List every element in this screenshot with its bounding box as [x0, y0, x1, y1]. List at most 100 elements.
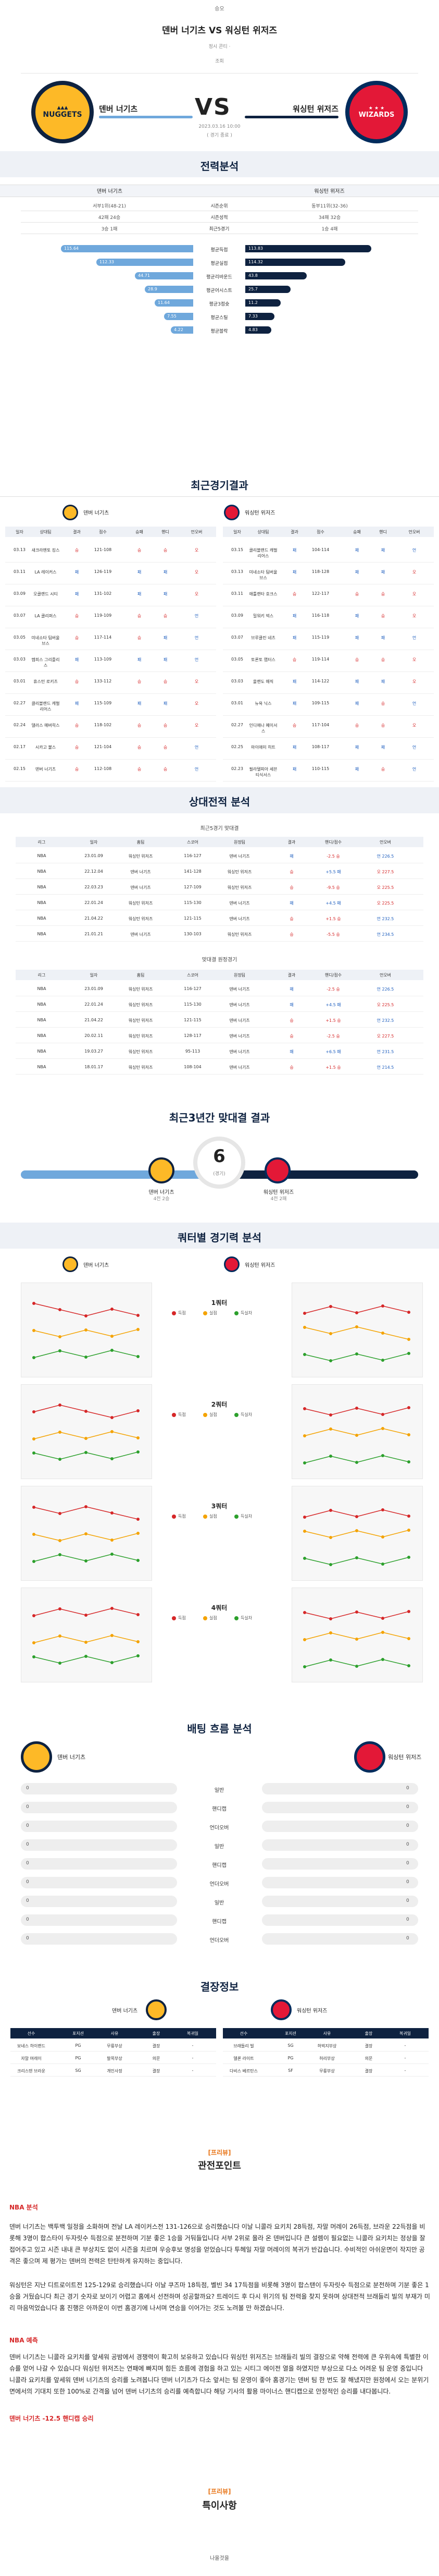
betting-away-value: 0 [406, 1936, 409, 1941]
recent-home-cell: 03.05 [14, 635, 26, 640]
recent-home-cell: 언 [194, 745, 199, 750]
nuggets-small-logo [62, 505, 78, 520]
h2h-cell: 승 [290, 917, 294, 921]
recent-home-cell: 117-114 [94, 635, 112, 640]
recent-away-cell: 118-128 [311, 569, 330, 574]
recent-away-cell: 108-117 [311, 744, 330, 749]
h2h-cell: 덴버 너기츠 [229, 1003, 250, 1007]
vs-text: VS [195, 94, 231, 120]
power-bar-label: 평균어시스트 [206, 288, 232, 294]
quarter-point [110, 1457, 114, 1460]
recent-header-bg [5, 527, 216, 537]
recent-away-cell: 02.27 [231, 723, 243, 727]
quarter-point [407, 1610, 410, 1613]
result-away-cell: 결장 [365, 2069, 373, 2073]
legend-dot [172, 1413, 176, 1417]
quarter-point [84, 1559, 87, 1562]
wizards-small-logo [224, 1256, 240, 1272]
recent-away-cell: 승 [381, 614, 385, 618]
quarter-point [407, 1406, 410, 1409]
recent-col-header: 핸디 [379, 530, 387, 534]
quarter-point [58, 1607, 61, 1610]
quarter-point [136, 1355, 140, 1358]
recent-home-cell: 승 [163, 745, 168, 750]
h2h-col-header: 핸디/점수 [324, 840, 342, 845]
recent-away-label: 워싱턴 위저즈 [245, 510, 275, 516]
h2h-cell: +4.5 패 [325, 901, 341, 906]
betting-away-value: 0 [406, 1898, 409, 1903]
result-away-col-header: 사유 [323, 2031, 331, 2036]
h2h-sub2: 맞대결 원정경기 [202, 957, 237, 963]
recent-away-cell: 패 [292, 767, 297, 772]
betting-row-label: 핸디캡 [212, 1919, 227, 1925]
special-footer: 나올것을 [210, 2556, 229, 2561]
quarter-point [303, 1461, 306, 1464]
h2h-cell: 116-127 [184, 853, 202, 858]
h2h-cell: 18.01.17 [84, 1065, 103, 1069]
recent-away-cell: 승 [381, 701, 385, 706]
result-away-cell: - [404, 2056, 406, 2060]
recent-home-cell: 승 [74, 679, 79, 684]
recent-away-cell: 언 [412, 548, 417, 553]
recent-home-cell: 02.24 [14, 723, 26, 727]
quarter-point [84, 1437, 87, 1440]
quarter-point [136, 1640, 140, 1643]
result-home-cell: 보네스 하이랜드 [17, 2044, 46, 2048]
divider [21, 73, 418, 74]
quarter-point [381, 1413, 384, 1416]
power-title: 전력분석 [200, 160, 239, 173]
wizards-logo: ★ ★ ★ WIZARDS [345, 81, 408, 143]
betting-away-track [262, 1821, 418, 1832]
h2h-cell: -2.5 승 [327, 1034, 340, 1039]
power-bar-away [245, 299, 281, 307]
legend-label: 실점 [209, 1311, 217, 1315]
recent-away-cell: 패 [355, 548, 359, 553]
result-home-cell: 개인사정 [107, 2069, 122, 2073]
betting-home-value: 0 [26, 1898, 29, 1903]
quarter-point [329, 1509, 332, 1512]
quarter-point [84, 1655, 87, 1658]
three-year-title: 최근3년간 맞대결 결과 [169, 1112, 270, 1124]
recent-home-cell: 115-109 [94, 701, 112, 705]
recent-home-cell: 02.15 [14, 766, 26, 771]
recent-home-cell: 오클랜드 시티 [33, 592, 58, 596]
recent-away-cell: 패 [355, 767, 359, 772]
recent-col-header: 점수 [99, 530, 107, 534]
recent-home-cell: 패 [163, 636, 168, 640]
power-bar-home-value: 44.71 [138, 273, 150, 278]
nuggets-small-logo [146, 1999, 167, 2020]
recent-row-divider [223, 759, 434, 760]
result-home-cell: PG [75, 2056, 81, 2060]
quarter-point [355, 1352, 358, 1356]
h2h-cell: 워싱턴 위저즈 [128, 917, 153, 921]
power-bar-away [245, 245, 371, 252]
recent-away-cell: 패 [292, 679, 297, 684]
legend-dot [172, 1515, 176, 1519]
h2h-cell: NBA [37, 916, 46, 921]
h2h-cell: 워싱턴 위저즈 [128, 1003, 153, 1007]
wizards-medium-logo [265, 1157, 291, 1183]
quarter-point [329, 1617, 332, 1620]
h2h-col-header: 언오버 [379, 973, 392, 978]
quarter-point [58, 1512, 61, 1515]
h2h-cell: 128-117 [184, 1033, 202, 1038]
recent-away-cell: 오 [412, 614, 417, 618]
recent-away-cell: 밀워키 벅스 [253, 614, 274, 618]
recent-home-cell: 새크라멘토 킹스 [31, 548, 60, 553]
quarter-point [381, 1332, 384, 1335]
power-bar-away [245, 259, 345, 266]
recent-col-header: 승패 [353, 530, 361, 534]
recent-away-cell: 02.23 [231, 766, 243, 771]
recent-away-cell: 패 [381, 570, 385, 575]
quarter-point [303, 1611, 306, 1614]
meta-line-1: 정시 콘티 · [208, 44, 231, 50]
recent-home-cell: 승 [74, 745, 79, 750]
nuggets-small-logo [62, 1256, 78, 1272]
quarter-point [32, 1410, 35, 1413]
quarter-series-line [33, 1506, 139, 1520]
h2h-row-divider [16, 1027, 423, 1028]
h2h-cell: 승 [290, 1065, 294, 1070]
result-home-cell: 자말 머레이 [21, 2056, 42, 2061]
recent-away-cell: 패 [292, 701, 297, 706]
result-away-row-divider [223, 2051, 429, 2052]
